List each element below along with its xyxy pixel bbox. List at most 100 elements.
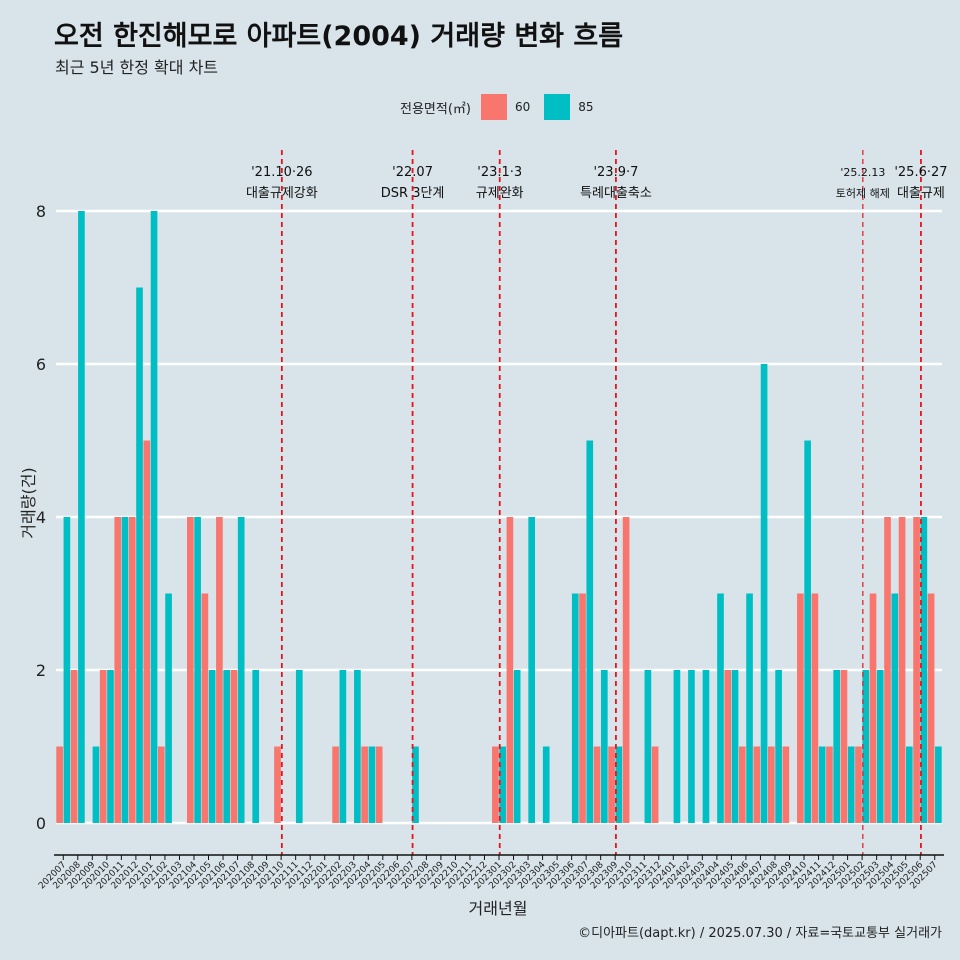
bars bbox=[56, 211, 942, 823]
bar-85-202106 bbox=[223, 670, 230, 823]
bar-85-202505 bbox=[905, 746, 913, 823]
bar-85-202412 bbox=[833, 670, 841, 823]
bar-85-202204 bbox=[368, 746, 376, 823]
bar-60-202302 bbox=[506, 517, 514, 823]
bar-60-202307 bbox=[579, 593, 586, 823]
bar-85-202104 bbox=[194, 517, 201, 823]
bar-60-202204 bbox=[361, 746, 368, 823]
bar-60-202309 bbox=[608, 746, 615, 823]
y-axis-title: 거래량(건) bbox=[19, 467, 38, 538]
bar-85-202203 bbox=[354, 670, 361, 823]
bar-85-202404 bbox=[717, 593, 724, 823]
y-tick-label: 0 bbox=[36, 814, 46, 833]
bar-85-202207 bbox=[412, 746, 419, 823]
bar-60-202007 bbox=[56, 746, 63, 823]
bar-85-202411 bbox=[818, 746, 826, 823]
bar-60-202010 bbox=[99, 670, 107, 823]
bar-60-202107 bbox=[230, 670, 238, 823]
bar-60-202012 bbox=[128, 517, 136, 823]
bar-60-202506 bbox=[913, 517, 920, 823]
bar-85-202306 bbox=[571, 593, 579, 823]
bar-60-202412 bbox=[826, 746, 833, 823]
bar-85-202406 bbox=[746, 593, 753, 823]
bar-85-202402 bbox=[688, 670, 695, 823]
bar-60-202008 bbox=[70, 670, 78, 823]
bar-85-202303 bbox=[528, 517, 536, 823]
bar-85-202011 bbox=[121, 517, 129, 823]
event-date-0: '21.10·26 bbox=[251, 165, 312, 180]
bar-60-202408 bbox=[768, 746, 775, 823]
bar-60-202407 bbox=[753, 746, 761, 823]
bar-85-202102 bbox=[165, 593, 172, 823]
bar-85-202407 bbox=[760, 364, 768, 823]
bar-60-202504 bbox=[884, 517, 891, 823]
event-date-5: '25.6·27 bbox=[894, 165, 947, 180]
bar-60-202505 bbox=[898, 517, 906, 823]
event-label-3: 특례대출축소 bbox=[580, 186, 652, 201]
bar-85-202007 bbox=[63, 517, 71, 823]
bar-85-202311 bbox=[644, 670, 652, 823]
bar-85-202403 bbox=[702, 670, 710, 823]
bar-85-202502 bbox=[862, 670, 870, 823]
bar-85-202307 bbox=[586, 440, 594, 823]
legend-label-60: 60 bbox=[514, 100, 531, 114]
bar-85-202308 bbox=[600, 670, 608, 823]
chart-title: 오전 한진해모로 아파트(2004) 거래량 변화 흐름 bbox=[54, 21, 624, 52]
event-label-1: DSR 3단계 bbox=[381, 186, 445, 201]
bar-60-202502 bbox=[855, 746, 862, 823]
bar-85-202401 bbox=[673, 670, 681, 823]
event-date-1: '22.07 bbox=[392, 165, 433, 180]
source-caption: ©디아파트(dapt.kr) / 2025.07.30 / 자료=국토교통부 실… bbox=[578, 926, 942, 941]
bar-60-202202 bbox=[332, 746, 339, 823]
bar-85-202108 bbox=[252, 670, 260, 823]
event-date-4: '25.2.13 bbox=[840, 166, 885, 179]
event-label-5: 대출규제 bbox=[897, 186, 945, 201]
bar-85-202410 bbox=[804, 440, 811, 823]
bar-60-202406 bbox=[738, 746, 746, 823]
bar-60-202110 bbox=[274, 746, 281, 823]
bar-60-202301 bbox=[492, 746, 499, 823]
bar-60-202507 bbox=[927, 593, 935, 823]
legend-key-60 bbox=[480, 94, 507, 120]
legend-title: 전용면적(㎡) bbox=[400, 101, 471, 117]
x-axis-title: 거래년월 bbox=[469, 899, 528, 918]
bar-60-202308 bbox=[593, 746, 601, 823]
y-tick-label: 6 bbox=[36, 355, 46, 374]
event-label-4: 토허제 해제 bbox=[836, 186, 890, 200]
event-date-3: '23.9·7 bbox=[593, 165, 638, 180]
bar-85-202008 bbox=[78, 211, 85, 823]
legend-key-85 bbox=[544, 94, 571, 120]
bar-85-202101 bbox=[150, 211, 158, 823]
legend-label-85: 85 bbox=[578, 100, 594, 114]
bar-85-202405 bbox=[731, 670, 739, 823]
bar-85-202501 bbox=[847, 746, 855, 823]
bar-85-202009 bbox=[92, 746, 100, 823]
bar-60-202503 bbox=[869, 593, 877, 823]
y-tick-label: 4 bbox=[36, 508, 46, 527]
bar-60-202011 bbox=[114, 517, 122, 823]
bar-85-202105 bbox=[208, 670, 216, 823]
bar-60-202312 bbox=[651, 746, 659, 823]
bar-60-202501 bbox=[840, 670, 848, 823]
bar-85-202202 bbox=[339, 670, 347, 823]
bar-60-202411 bbox=[811, 593, 819, 823]
bar-85-202507 bbox=[935, 746, 942, 823]
legend: 전용면적(㎡) 60 85 bbox=[400, 92, 608, 122]
bar-85-202408 bbox=[775, 670, 782, 823]
bar-60-202102 bbox=[157, 746, 165, 823]
bar-85-202010 bbox=[107, 670, 114, 823]
bar-85-202012 bbox=[136, 287, 143, 823]
bar-85-202107 bbox=[237, 517, 245, 823]
bar-60-202409 bbox=[782, 746, 790, 823]
y-axis: 0 2 4 6 8 bbox=[36, 202, 46, 833]
event-label-0: 대출규제강화 bbox=[246, 186, 318, 201]
bar-60-202310 bbox=[622, 517, 630, 823]
bar-60-202105 bbox=[201, 593, 209, 823]
event-label-2: 규제완화 bbox=[476, 186, 524, 201]
event-date-2: '23.1·3 bbox=[477, 165, 522, 180]
bar-85-202309 bbox=[615, 746, 623, 823]
bar-85-202301 bbox=[499, 746, 506, 823]
bar-85-202504 bbox=[891, 593, 899, 823]
bar-60-202101 bbox=[143, 440, 151, 823]
